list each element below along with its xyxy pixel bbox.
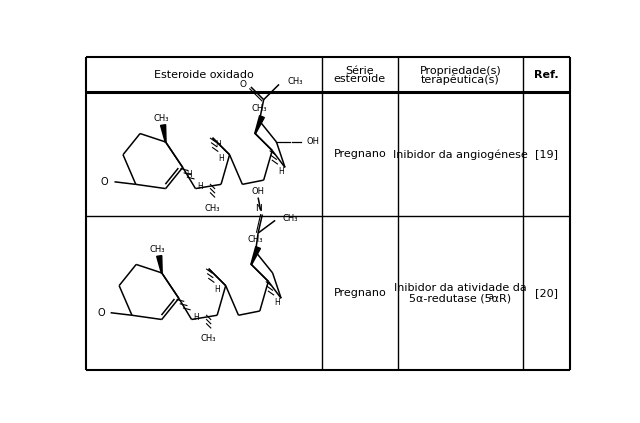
Text: H: H: [214, 286, 220, 294]
Text: Propriedade(s): Propriedade(s): [420, 66, 501, 76]
Text: N: N: [255, 204, 262, 213]
Polygon shape: [255, 115, 264, 134]
Text: Esteroide oxidado: Esteroide oxidado: [154, 70, 254, 80]
Text: a: a: [488, 292, 493, 301]
Text: terapêutica(s): terapêutica(s): [421, 74, 500, 85]
Text: H: H: [278, 167, 284, 176]
Text: Pregnano: Pregnano: [333, 288, 386, 298]
Text: H: H: [274, 298, 280, 307]
Text: H: H: [197, 182, 203, 191]
Text: H: H: [187, 170, 193, 179]
Text: Ref.: Ref.: [534, 70, 559, 80]
Text: CH₃: CH₃: [150, 244, 165, 254]
Text: OH: OH: [252, 187, 264, 196]
Text: Inibidor da atividade da: Inibidor da atividade da: [394, 283, 527, 293]
Text: Inibidor da angiogénese: Inibidor da angiogénese: [393, 149, 528, 159]
Text: CH₃: CH₃: [205, 203, 220, 213]
Text: [19]: [19]: [535, 149, 558, 159]
Text: Série: Série: [346, 66, 374, 76]
Text: H: H: [215, 140, 221, 149]
Text: esteroide: esteroide: [333, 74, 386, 84]
Text: O: O: [97, 308, 105, 318]
Text: H: H: [218, 154, 224, 163]
Polygon shape: [157, 255, 162, 273]
Text: OH: OH: [307, 137, 319, 146]
Text: 5α-redutase (5αR): 5α-redutase (5αR): [410, 294, 511, 304]
Text: [20]: [20]: [535, 288, 558, 298]
Text: CH₃: CH₃: [248, 235, 263, 244]
Text: CH₃: CH₃: [287, 77, 303, 86]
Text: O: O: [239, 80, 246, 89]
Text: Pregnano: Pregnano: [333, 149, 386, 159]
Text: CH₃: CH₃: [283, 214, 298, 223]
Text: H: H: [193, 313, 199, 322]
Text: CH₃: CH₃: [154, 114, 169, 123]
Text: CH₃: CH₃: [201, 335, 216, 343]
Polygon shape: [161, 125, 166, 142]
Text: O: O: [101, 177, 109, 187]
Polygon shape: [251, 247, 260, 265]
Text: CH₃: CH₃: [252, 104, 267, 113]
